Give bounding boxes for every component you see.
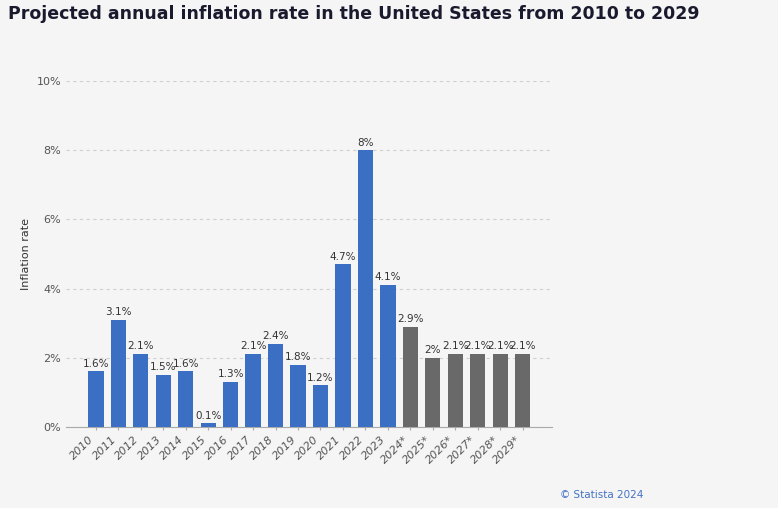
Text: 1.3%: 1.3% xyxy=(217,369,244,379)
Bar xyxy=(515,354,531,427)
Bar xyxy=(246,354,261,427)
Bar xyxy=(178,371,194,427)
Text: 4.7%: 4.7% xyxy=(330,251,356,262)
Text: 1.2%: 1.2% xyxy=(307,372,334,383)
Text: Projected annual inflation rate in the United States from 2010 to 2029: Projected annual inflation rate in the U… xyxy=(8,5,699,23)
Bar xyxy=(492,354,508,427)
Bar xyxy=(447,354,463,427)
Bar xyxy=(156,375,171,427)
Text: © Statista 2024: © Statista 2024 xyxy=(560,490,643,500)
Bar xyxy=(290,365,306,427)
Bar xyxy=(425,358,440,427)
Bar xyxy=(358,150,373,427)
Y-axis label: Inflation rate: Inflation rate xyxy=(21,218,31,290)
Text: 2%: 2% xyxy=(425,345,441,355)
Text: 2.1%: 2.1% xyxy=(510,341,536,352)
Text: 2.1%: 2.1% xyxy=(128,341,154,352)
Bar xyxy=(268,344,283,427)
Text: 4.1%: 4.1% xyxy=(375,272,401,282)
Bar xyxy=(201,423,216,427)
Bar xyxy=(313,385,328,427)
Text: 8%: 8% xyxy=(357,138,373,148)
Text: 2.1%: 2.1% xyxy=(240,341,266,352)
Bar xyxy=(403,327,418,427)
Text: 1.6%: 1.6% xyxy=(173,359,199,369)
Text: 2.1%: 2.1% xyxy=(487,341,513,352)
Bar xyxy=(88,371,103,427)
Text: 1.5%: 1.5% xyxy=(150,362,177,372)
Text: 1.6%: 1.6% xyxy=(82,359,109,369)
Bar xyxy=(470,354,485,427)
Bar xyxy=(110,320,126,427)
Bar xyxy=(335,264,351,427)
Text: 3.1%: 3.1% xyxy=(105,307,131,317)
Bar xyxy=(223,382,238,427)
Text: 1.8%: 1.8% xyxy=(285,352,311,362)
Text: 2.9%: 2.9% xyxy=(397,314,423,324)
Bar xyxy=(380,285,395,427)
Text: 2.1%: 2.1% xyxy=(442,341,468,352)
Text: 2.1%: 2.1% xyxy=(464,341,491,352)
Text: 0.1%: 0.1% xyxy=(195,410,222,421)
Bar xyxy=(133,354,149,427)
Text: 2.4%: 2.4% xyxy=(262,331,289,341)
